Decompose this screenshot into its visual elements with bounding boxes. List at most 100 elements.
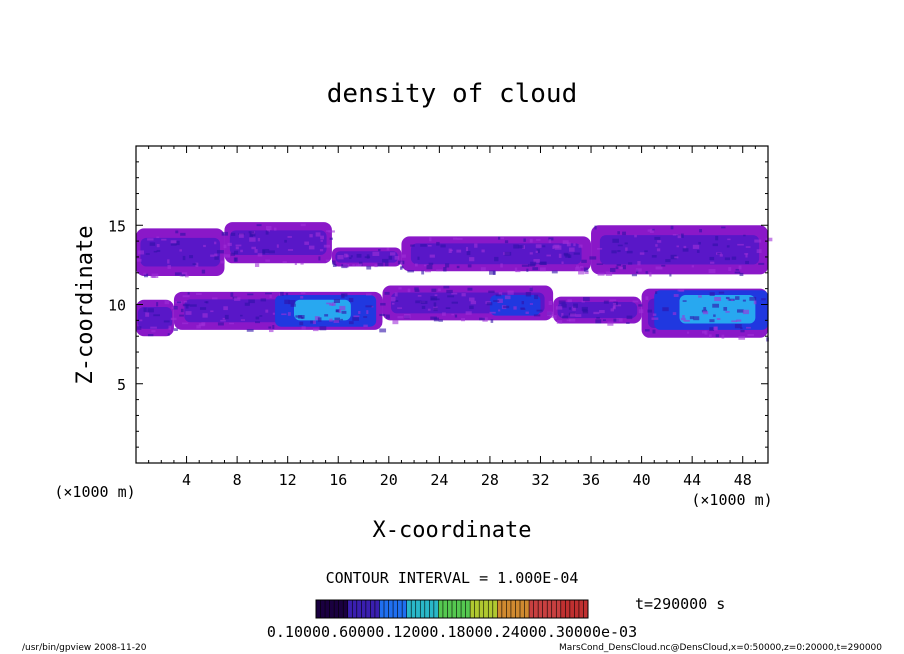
contour-speck — [566, 319, 571, 322]
contour-speck — [609, 299, 617, 302]
contour-speck — [753, 300, 757, 305]
contour-speck — [394, 292, 398, 297]
contour-speck — [469, 257, 475, 262]
contour-speck — [492, 270, 496, 275]
contour-speck — [554, 245, 562, 250]
contour-speck — [702, 311, 709, 315]
contour-speck — [167, 265, 171, 269]
x-tick-label: 24 — [430, 471, 448, 489]
contour-speck — [266, 229, 270, 232]
contour-speck — [713, 314, 716, 317]
contour-speck — [262, 248, 270, 253]
contour-speck — [736, 309, 744, 313]
contour-speck — [532, 267, 539, 271]
contour-speck — [156, 302, 159, 307]
contour-speck — [182, 322, 189, 325]
contour-speck — [257, 253, 263, 257]
contour-speck — [738, 335, 746, 340]
contour-speck — [281, 313, 287, 316]
contour-speck — [175, 240, 180, 246]
contour-speck — [151, 330, 156, 333]
contour-speck — [255, 316, 260, 320]
contour-speck — [657, 240, 662, 243]
colorbar-cell — [388, 600, 394, 618]
contour-speck — [180, 308, 184, 313]
contour-speck — [573, 252, 580, 255]
contour-speck — [196, 292, 202, 296]
contour-speck — [182, 295, 190, 298]
contour-speck — [612, 238, 619, 243]
contour-speck — [525, 291, 532, 297]
contour-speck — [145, 253, 150, 255]
contour-speck — [427, 245, 432, 247]
contour-speck — [625, 247, 628, 251]
contour-speck — [147, 308, 154, 313]
contour-speck — [701, 330, 706, 334]
contour-speck — [677, 235, 682, 239]
contour-speck — [434, 294, 438, 297]
contour-speck — [260, 298, 267, 302]
contour-speck — [153, 314, 160, 317]
contour-speck — [529, 238, 533, 243]
footer-source-info: MarsCond_DensCloud.nc@DensCloud,x=0:5000… — [559, 643, 882, 653]
colorbar-cell — [461, 600, 466, 618]
contour-speck — [153, 250, 158, 253]
contour-speck — [164, 300, 170, 305]
contour-speck — [156, 244, 160, 248]
contour-speck — [573, 303, 578, 308]
contour-speck — [679, 289, 684, 292]
contour-speck — [719, 254, 723, 257]
x-tick-label: 28 — [481, 471, 499, 489]
x-tick-label: 12 — [279, 471, 297, 489]
contour-speck — [599, 310, 605, 314]
contour-speck — [438, 319, 443, 322]
contour-speck — [614, 304, 622, 307]
contour-speck — [521, 264, 529, 267]
contour-speck — [561, 303, 567, 308]
contour-speck — [426, 264, 433, 270]
colorbar-cell — [393, 600, 398, 618]
contour-speck — [615, 266, 619, 270]
contour-speck — [482, 317, 488, 322]
contour-speck — [739, 272, 744, 277]
contour-speck — [605, 271, 613, 276]
contour-speck — [452, 237, 458, 240]
contour-speck — [716, 318, 721, 320]
colorbar-cell — [574, 600, 580, 618]
contour-speck — [244, 302, 250, 306]
contour-speck — [329, 318, 333, 322]
contour-speck — [553, 315, 557, 320]
contour-speck — [365, 305, 373, 308]
contour-speck — [309, 234, 313, 238]
colorbar-cell — [488, 600, 494, 618]
contour-speck — [542, 245, 546, 248]
contour-speck — [334, 317, 341, 322]
colorbar-cell — [420, 600, 426, 618]
contour-speck — [220, 319, 226, 322]
contour-speck — [343, 263, 350, 268]
contour-speck — [185, 274, 189, 278]
contour-speck — [137, 326, 142, 330]
contour-speck — [572, 306, 576, 311]
contour-speck — [617, 231, 620, 235]
contour-speck — [222, 317, 226, 320]
contour-speck — [246, 329, 254, 332]
contour-speck — [728, 267, 732, 271]
contour-speck — [163, 320, 170, 323]
contour-speck — [265, 225, 272, 231]
contour-speck — [167, 333, 170, 336]
contour-speck — [139, 319, 143, 322]
contour-speck — [575, 267, 581, 271]
contour-speck — [558, 253, 562, 258]
contour-speck — [265, 259, 270, 262]
colorbar-cell — [506, 600, 512, 618]
contour-speck — [326, 230, 331, 232]
contour-speck — [332, 263, 337, 268]
contour-speck — [348, 297, 354, 303]
contour-speck — [230, 252, 236, 256]
contour-speck — [570, 313, 576, 317]
contour-speck — [490, 319, 494, 323]
contour-speck — [320, 239, 323, 242]
contour-speck — [397, 316, 404, 319]
